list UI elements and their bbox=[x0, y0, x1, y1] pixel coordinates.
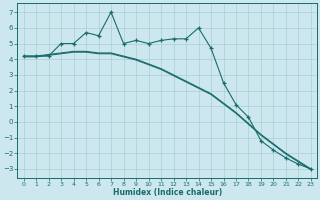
X-axis label: Humidex (Indice chaleur): Humidex (Indice chaleur) bbox=[113, 188, 222, 197]
